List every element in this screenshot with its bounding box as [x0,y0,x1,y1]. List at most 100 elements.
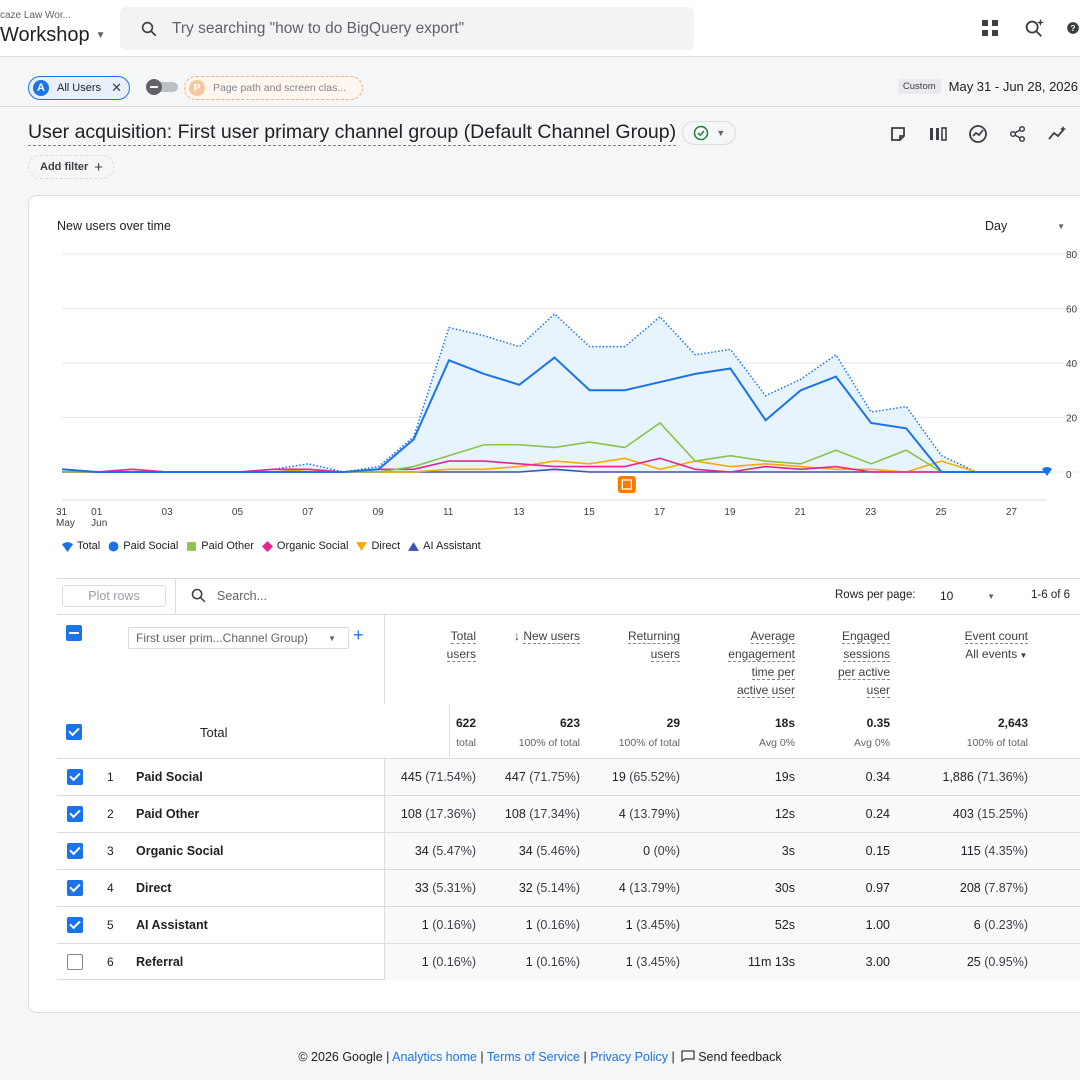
row-checkbox[interactable] [67,843,83,859]
x-tick-label: 23 [865,507,877,518]
y-tick-label: 40 [1066,359,1078,370]
cell-value: 3.00 [865,955,890,969]
x-tick-label: 31 [56,507,68,518]
column-header[interactable]: Event count All events ▼ [964,627,1028,665]
row-channel-name: AI Assistant [136,918,208,932]
top-bar: caze Law Wor... Workshop ▼ Try searching… [0,0,1080,57]
table-cell: 1 (3.45%) [626,955,680,969]
column-header[interactable]: Returning users [627,627,680,663]
dimension-select[interactable]: First user prim...Channel Group) ▼ [128,627,349,649]
table-row[interactable]: 1 Paid Social 445 (71.54%) 447 (71.75%) 19 (… [57,758,1080,795]
apps-icon[interactable] [978,16,1002,40]
legend-marker-icon [408,541,420,551]
table-cell: 19 (65.52%) [612,770,680,784]
report-status-chip[interactable]: ▼ [682,120,737,145]
cell-percent: (5.47%) [432,844,476,858]
legend-item[interactable]: AI Assistant [408,540,481,552]
trend-icon[interactable] [1046,122,1070,146]
row-checkbox[interactable] [67,917,83,933]
legend-item[interactable]: Paid Other [186,540,254,552]
legend-item[interactable]: Direct [356,540,400,552]
totals-subtext: Avg 0% [854,737,890,749]
select-all-checkbox[interactable] [66,625,82,641]
cell-value: 4 [618,881,626,895]
legend-item[interactable]: Organic Social [261,540,348,552]
help-icon[interactable]: ? [1066,16,1080,40]
table-cell: 30s [775,881,795,895]
table-row[interactable]: 3 Organic Social 34 (5.47%) 34 (5.46%) 0 (0%… [57,832,1080,869]
x-tick-label: 19 [724,507,736,518]
share-icon[interactable] [1006,122,1030,146]
totals-checkbox[interactable] [66,724,82,740]
search-insights-icon[interactable] [1022,16,1046,40]
table-row[interactable]: 4 Direct 33 (5.31%) 32 (5.14%) 4 (13.79%) 30s… [57,869,1080,906]
totals-value: 29 [666,716,680,730]
date-range-picker[interactable]: Custom May 31 - Jun 28, 2026 [897,79,1078,94]
row-channel-name: Paid Other [136,807,200,821]
legend-label: Paid Other [201,540,254,552]
report-title[interactable]: User acquisition: First user primary cha… [28,119,677,146]
rows-per-page-select[interactable]: 10 ▼ [940,589,995,603]
cell-value: 0 [643,844,651,858]
footer-link-privacy[interactable]: Privacy Policy [590,1050,668,1064]
add-filter-button[interactable]: Add filter + [28,155,114,179]
cell-value: 0.15 [865,844,890,858]
legend-item[interactable]: Total [62,540,100,552]
cell-percent: (0.95%) [984,955,1028,969]
svg-text:?: ? [1071,24,1076,33]
footer-link-analytics-home[interactable]: Analytics home [392,1050,477,1064]
granularity-select[interactable]: Day ▼ [985,219,1065,233]
chevron-down-icon: ▼ [328,633,336,643]
x-tick-label: 09 [373,507,385,518]
row-checkbox[interactable] [67,769,83,785]
legend-item[interactable]: Paid Social [108,540,178,552]
plot-rows-button[interactable]: Plot rows [62,585,166,607]
column-header[interactable]: Total users [446,627,476,663]
check-circle-icon [693,125,709,140]
table-cell: 0.34 [866,770,890,784]
plus-icon[interactable]: + [353,625,364,645]
footer-link-terms[interactable]: Terms of Service [486,1050,580,1064]
row-checkbox[interactable] [67,954,83,970]
global-search[interactable]: Try searching "how to do BigQuery export… [120,7,694,50]
cell-value: 34 [518,844,533,858]
insights-icon[interactable] [966,122,990,146]
comparison-chip-all-users[interactable]: A All Users ✕ [28,76,130,100]
comparison-label: All Users [57,82,102,94]
table-cell: 34 (5.47%) [415,844,476,858]
row-channel-name: Organic Social [136,844,224,858]
cell-value: 6 [973,918,981,932]
cell-percent: (0.16%) [536,955,580,969]
send-feedback-button[interactable]: Send feedback [678,1050,782,1064]
cell-value: 0.24 [865,807,890,821]
row-number: 1 [107,770,114,784]
rows-per-page-label: Rows per page: [835,589,916,601]
row-number: 2 [107,807,114,821]
comparison-toggle[interactable] [146,79,178,95]
compare-icon[interactable] [926,122,950,146]
table-row[interactable]: 6 Referral 1 (0.16%) 1 (0.16%) 1 (3.45%) 11m … [57,943,1080,980]
table-search-input[interactable]: Search... [190,587,267,604]
cell-value: 208 [959,881,981,895]
table-row[interactable]: 5 AI Assistant 1 (0.16%) 1 (0.16%) 1 (3.45%)… [57,906,1080,943]
column-header[interactable]: Average engagement time per active user [728,627,795,699]
notes-icon[interactable] [886,122,910,146]
comparison-chip-page-path[interactable]: P Page path and screen clas... [184,76,363,100]
cell-percent: (3.45%) [636,955,680,969]
row-channel-name: Paid Social [136,770,203,784]
cell-percent: (4.35%) [984,844,1028,858]
cell-percent: (71.36%) [977,770,1028,784]
column-header[interactable]: Engaged sessions per active user [837,627,890,699]
row-channel-name: Referral [136,955,184,969]
table-cell: 108 (17.34%) [505,807,580,821]
property-selector[interactable]: Workshop ▼ [0,24,106,47]
series-line-paid-social [61,356,1047,473]
column-header[interactable]: ↓ New users [514,627,580,645]
cell-percent: (7.87%) [984,881,1028,895]
table-row[interactable]: 2 Paid Other 108 (17.36%) 108 (17.34%) 4 (13… [57,795,1080,832]
totals-label: Total [200,725,228,740]
row-checkbox[interactable] [67,880,83,896]
row-checkbox[interactable] [67,806,83,822]
close-icon[interactable]: ✕ [111,80,122,95]
